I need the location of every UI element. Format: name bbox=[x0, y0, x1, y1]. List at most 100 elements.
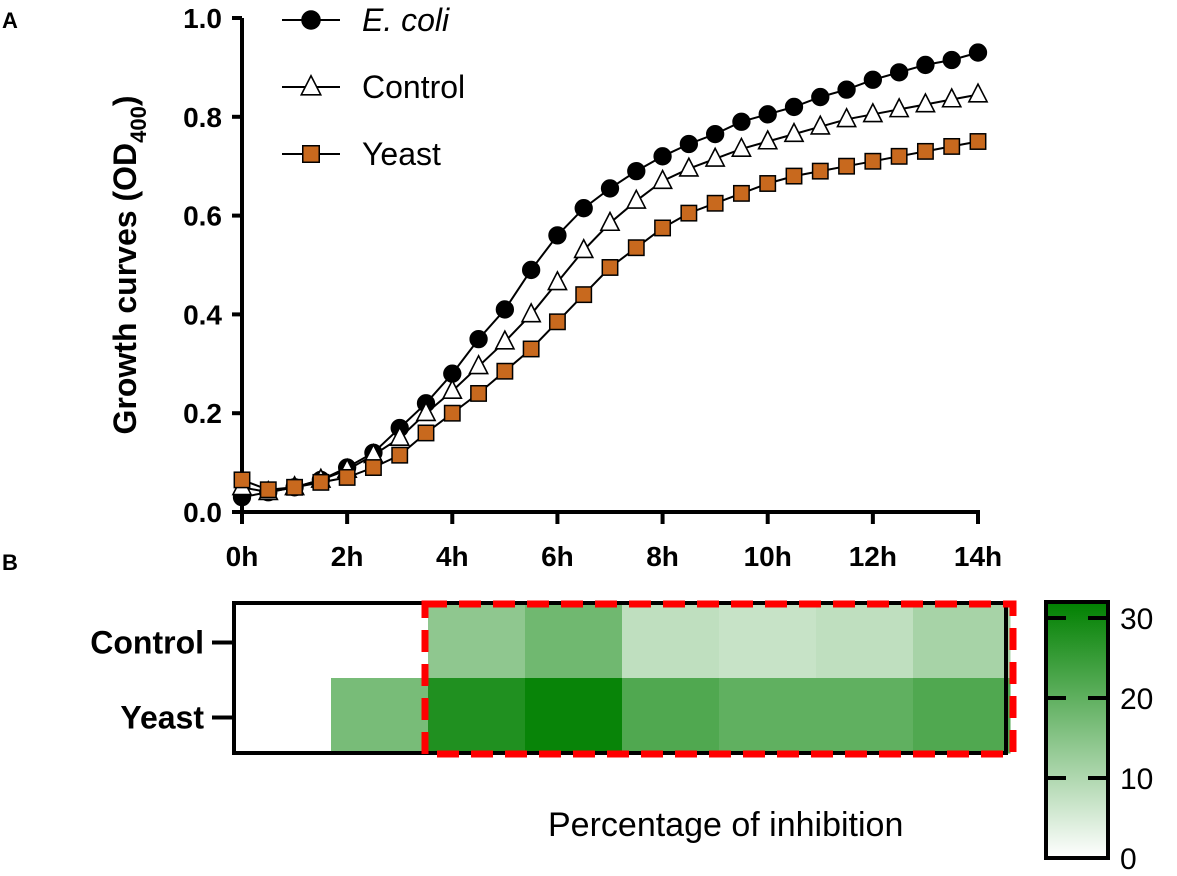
data-point bbox=[942, 50, 961, 70]
data-point bbox=[890, 147, 908, 165]
data-point bbox=[837, 80, 856, 99]
data-point bbox=[785, 167, 803, 185]
colorbar-tick-label: 0 bbox=[1120, 843, 1137, 876]
data-point bbox=[863, 70, 883, 89]
data-point bbox=[943, 137, 961, 155]
y-tick-label: 0.4 bbox=[183, 299, 222, 330]
data-point bbox=[573, 237, 595, 259]
data-point bbox=[811, 87, 830, 107]
data-point bbox=[809, 114, 831, 135]
heatmap-cell bbox=[525, 678, 623, 754]
data-point bbox=[706, 194, 724, 212]
heatmap-cell bbox=[428, 678, 526, 754]
data-point bbox=[470, 384, 488, 402]
data-point bbox=[731, 136, 752, 157]
data-point bbox=[389, 425, 411, 446]
data-point bbox=[547, 270, 568, 291]
data-point bbox=[520, 302, 542, 323]
data-point bbox=[495, 300, 515, 319]
data-point bbox=[441, 378, 463, 400]
x-tick-label: 0h bbox=[226, 541, 259, 572]
heatmap-cell bbox=[234, 603, 332, 679]
data-point bbox=[652, 168, 673, 190]
data-point bbox=[496, 362, 514, 380]
data-point bbox=[916, 55, 935, 75]
data-point bbox=[469, 329, 488, 349]
row-label: Control bbox=[90, 625, 204, 661]
data-point bbox=[494, 329, 516, 350]
data-point bbox=[862, 102, 884, 123]
data-point bbox=[601, 259, 619, 276]
y-tick-label: 0.2 bbox=[183, 398, 222, 429]
y-axis-label: Growth curves (OD400) bbox=[107, 96, 151, 435]
y-tick-label: 0.8 bbox=[183, 102, 222, 133]
legend-label: Control bbox=[362, 69, 465, 105]
data-point bbox=[757, 129, 779, 150]
heatmap-cell bbox=[622, 603, 720, 679]
panel-label-a: A bbox=[2, 8, 18, 33]
heatmap-cell bbox=[816, 678, 914, 754]
legend: E. coli Control Yeast bbox=[282, 2, 465, 172]
data-point bbox=[600, 179, 620, 198]
data-point bbox=[417, 424, 435, 442]
x-tick-label: 10h bbox=[744, 541, 792, 572]
data-point bbox=[704, 146, 726, 167]
data-point bbox=[836, 107, 857, 128]
data-point bbox=[968, 43, 988, 62]
data-point bbox=[574, 199, 593, 218]
data-point bbox=[678, 156, 700, 177]
data-point bbox=[969, 133, 987, 150]
data-point bbox=[783, 121, 805, 143]
heatmap-cell bbox=[719, 678, 817, 754]
row-label: Yeast bbox=[120, 700, 204, 736]
legend-label: E. coli bbox=[362, 2, 450, 38]
data-point bbox=[286, 478, 304, 496]
data-point bbox=[312, 473, 330, 491]
data-point bbox=[679, 134, 699, 154]
data-point bbox=[916, 142, 934, 160]
series-control bbox=[231, 82, 989, 501]
colorbar-tick-label: 20 bbox=[1120, 683, 1153, 716]
data-point bbox=[784, 97, 804, 117]
data-point bbox=[941, 87, 963, 108]
data-point bbox=[967, 82, 989, 103]
data-point bbox=[391, 446, 409, 464]
growth-curves-chart: 0.0 0.2 0.4 0.6 0.8 1.0 0h 2h 4h 6h 8h 10h 12h 14h G… bbox=[107, 2, 1002, 572]
data-point bbox=[338, 468, 356, 486]
data-point bbox=[443, 404, 461, 422]
data-point bbox=[889, 63, 909, 82]
series-yeast bbox=[233, 133, 987, 499]
data-point bbox=[548, 313, 566, 331]
x-tick-label: 4h bbox=[436, 541, 469, 572]
heatmap-cell bbox=[331, 603, 429, 679]
data-point bbox=[864, 152, 882, 170]
data-point bbox=[599, 210, 621, 232]
data-point bbox=[705, 124, 725, 144]
inhibition-heatmap: Control Yeast 0 10 20 30 Percentage of inhib… bbox=[90, 600, 1153, 876]
x-tick-label: 2h bbox=[331, 541, 364, 572]
y-tick-label: 0.0 bbox=[183, 497, 222, 528]
data-point bbox=[838, 157, 856, 175]
data-point bbox=[680, 204, 698, 222]
data-point bbox=[468, 354, 489, 375]
data-point bbox=[415, 400, 437, 422]
colorbar bbox=[1044, 600, 1110, 860]
data-point bbox=[811, 162, 829, 180]
data-point bbox=[759, 175, 777, 192]
data-point bbox=[732, 184, 750, 202]
data-point bbox=[364, 459, 382, 476]
heatmap-cell bbox=[913, 603, 1011, 679]
heatmap-cell bbox=[331, 678, 429, 754]
heatmap-cell bbox=[622, 678, 720, 754]
data-point bbox=[233, 471, 251, 489]
y-tick-label: 0.6 bbox=[183, 201, 222, 232]
heatmap-cell bbox=[913, 678, 1011, 754]
legend-marker bbox=[302, 145, 320, 163]
data-point bbox=[575, 286, 593, 304]
data-point bbox=[888, 97, 910, 118]
data-point bbox=[259, 481, 277, 499]
data-point bbox=[653, 147, 672, 166]
colorbar-tick-label: 30 bbox=[1120, 603, 1153, 636]
data-point bbox=[732, 112, 751, 131]
